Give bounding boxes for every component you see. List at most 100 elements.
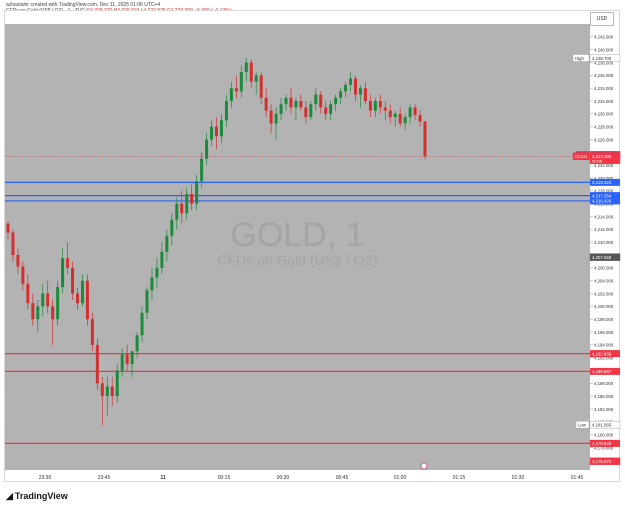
candle-body[interactable] bbox=[56, 287, 60, 320]
candle-body[interactable] bbox=[105, 386, 109, 397]
candle-body[interactable] bbox=[294, 101, 298, 108]
candle-body[interactable] bbox=[130, 351, 134, 365]
price-tag-badge-label: High bbox=[575, 56, 584, 61]
price-tag-label: 4,207.669 bbox=[592, 255, 612, 260]
candle-body[interactable] bbox=[224, 101, 228, 121]
candle-body[interactable] bbox=[398, 113, 402, 124]
price-tag bbox=[589, 253, 621, 261]
candle-body[interactable] bbox=[26, 283, 30, 304]
candle-body[interactable] bbox=[155, 267, 159, 278]
candle-body[interactable] bbox=[205, 139, 209, 159]
candle-body[interactable] bbox=[85, 280, 89, 320]
candle-body[interactable] bbox=[229, 88, 233, 102]
price-tag-label: 4,223.390 bbox=[592, 154, 612, 159]
candle-body[interactable] bbox=[319, 94, 323, 108]
y-tick-label: 4,198.000 bbox=[594, 317, 614, 322]
candle-body[interactable] bbox=[145, 290, 149, 313]
candle-body[interactable] bbox=[304, 107, 308, 118]
candle-body[interactable] bbox=[110, 386, 114, 397]
candle-body[interactable] bbox=[264, 97, 268, 111]
x-tick-label: 00:30 bbox=[277, 475, 290, 481]
candle-body[interactable] bbox=[314, 94, 318, 105]
candle-body[interactable] bbox=[368, 101, 372, 111]
candle-body[interactable] bbox=[329, 104, 333, 114]
candle-body[interactable] bbox=[140, 312, 144, 336]
candle-body[interactable] bbox=[274, 113, 278, 124]
candle-body[interactable] bbox=[11, 232, 15, 256]
y-tick-label: 4,192.000 bbox=[594, 355, 614, 360]
candle-body[interactable] bbox=[125, 354, 129, 365]
candle-body[interactable] bbox=[249, 62, 253, 82]
candle-body[interactable] bbox=[413, 107, 417, 116]
price-tag-label: 4,181.565 bbox=[592, 422, 612, 427]
y-tick-label: 4,228.000 bbox=[594, 124, 614, 129]
candle-body[interactable] bbox=[16, 255, 20, 267]
candle-body[interactable] bbox=[175, 203, 179, 220]
candle-body[interactable] bbox=[195, 181, 199, 204]
candle-body[interactable] bbox=[403, 117, 407, 124]
candle-body[interactable] bbox=[135, 335, 139, 352]
candle-body[interactable] bbox=[259, 75, 263, 98]
candle-body[interactable] bbox=[190, 194, 194, 204]
candle-body[interactable] bbox=[61, 258, 65, 288]
candle-body[interactable] bbox=[418, 115, 422, 122]
candle-body[interactable] bbox=[289, 97, 293, 108]
candle-body[interactable] bbox=[423, 121, 427, 157]
candle-body[interactable] bbox=[21, 266, 25, 284]
candle-body[interactable] bbox=[244, 62, 248, 73]
candle-body[interactable] bbox=[51, 306, 55, 320]
candle-body[interactable] bbox=[200, 158, 204, 182]
candle-body[interactable] bbox=[95, 344, 99, 384]
candle-body[interactable] bbox=[269, 110, 273, 124]
candle-body[interactable] bbox=[80, 280, 84, 304]
candle-body[interactable] bbox=[393, 113, 397, 118]
candle-body[interactable] bbox=[215, 126, 218, 137]
candle-body[interactable] bbox=[378, 101, 382, 108]
candle-body[interactable] bbox=[66, 258, 70, 268]
candle-body[interactable] bbox=[71, 267, 75, 294]
candle-body[interactable] bbox=[299, 101, 303, 108]
candle-body[interactable] bbox=[254, 75, 258, 82]
candle-body[interactable] bbox=[358, 88, 362, 95]
candle-body[interactable] bbox=[160, 251, 164, 268]
candle-body[interactable] bbox=[76, 293, 79, 304]
y-tick-label: 4,230.000 bbox=[594, 112, 614, 117]
candle-body[interactable] bbox=[388, 110, 392, 118]
candle-body[interactable] bbox=[180, 203, 184, 214]
candle-body[interactable] bbox=[170, 219, 174, 236]
y-tick-label: 4,200.000 bbox=[594, 304, 614, 309]
candle-body[interactable] bbox=[339, 91, 343, 98]
candle-body[interactable] bbox=[239, 72, 243, 92]
event-marker-icon[interactable] bbox=[420, 462, 428, 470]
candle-body[interactable] bbox=[100, 383, 104, 397]
candle-body[interactable] bbox=[363, 88, 367, 102]
candle-body[interactable] bbox=[354, 78, 357, 95]
candle-body[interactable] bbox=[324, 107, 328, 114]
candle-body[interactable] bbox=[6, 223, 10, 233]
candle-body[interactable] bbox=[234, 88, 238, 92]
candle-body[interactable] bbox=[165, 235, 169, 252]
currency-selector[interactable]: USD bbox=[590, 12, 614, 26]
candle-body[interactable] bbox=[349, 78, 353, 85]
candle-body[interactable] bbox=[284, 97, 288, 105]
tradingview-icon: ◢ bbox=[6, 491, 13, 501]
candle-body[interactable] bbox=[150, 277, 154, 291]
candle-body[interactable] bbox=[115, 370, 119, 397]
candle-body[interactable] bbox=[334, 97, 338, 105]
candle-body[interactable] bbox=[408, 107, 412, 118]
candle-body[interactable] bbox=[46, 293, 50, 307]
candle-body[interactable] bbox=[120, 354, 124, 371]
candle-body[interactable] bbox=[309, 104, 313, 118]
candle-body[interactable] bbox=[279, 104, 283, 114]
candle-body[interactable] bbox=[90, 319, 94, 345]
candle-body[interactable] bbox=[185, 194, 189, 214]
candle-body[interactable] bbox=[373, 101, 377, 111]
candle-body[interactable] bbox=[31, 303, 35, 320]
candle-body[interactable] bbox=[219, 120, 223, 137]
candle-body[interactable] bbox=[344, 84, 348, 92]
candle-body[interactable] bbox=[210, 126, 214, 140]
candle-body[interactable] bbox=[36, 306, 40, 320]
candle-body[interactable] bbox=[383, 107, 387, 111]
candle-body[interactable] bbox=[41, 293, 45, 307]
